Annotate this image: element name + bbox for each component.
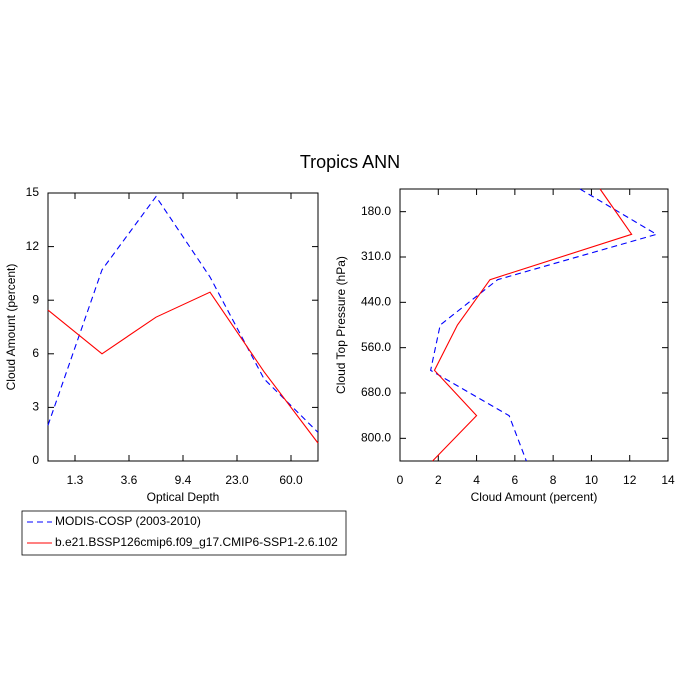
y-tick-label: 180.0	[361, 204, 391, 218]
y-tick-label: 9	[32, 292, 39, 306]
legend-label: MODIS-COSP (2003-2010)	[55, 514, 201, 528]
y-tick-label: 15	[26, 185, 40, 199]
series-line	[47, 291, 319, 444]
x-tick-label: 2	[435, 473, 442, 487]
plot-frame	[399, 188, 669, 462]
x-tick-label: 0	[397, 473, 404, 487]
chart-title: Tropics ANN	[300, 152, 400, 172]
x-axis-label: Cloud Amount (percent)	[471, 490, 598, 504]
x-tick-label: 4	[473, 473, 480, 487]
x-tick-label: 3.6	[121, 473, 138, 487]
y-axis-label: Cloud Amount (percent)	[4, 264, 18, 391]
x-tick-label: 6	[512, 473, 519, 487]
y-tick-label: 3	[32, 400, 39, 414]
plot-frame	[47, 192, 319, 462]
y-tick-label: 12	[26, 239, 40, 253]
y-tick-label: 0	[32, 453, 39, 467]
y-tick-label: 800.0	[361, 431, 391, 445]
y-tick-label: 310.0	[361, 249, 391, 263]
y-tick-label: 6	[32, 346, 39, 360]
x-tick-label: 10	[585, 473, 599, 487]
x-tick-label: 8	[550, 473, 557, 487]
y-axis-label: Cloud Top Pressure (hPa)	[334, 256, 348, 394]
x-axis-label: Optical Depth	[147, 490, 220, 504]
x-tick-label: 60.0	[279, 473, 303, 487]
x-tick-label: 14	[661, 473, 675, 487]
x-tick-label: 9.4	[175, 473, 192, 487]
x-tick-label: 1.3	[67, 473, 84, 487]
y-tick-label: 440.0	[361, 295, 391, 309]
legend-label: b.e21.BSSP126cmip6.f09_g17.CMIP6-SSP1-2.…	[55, 535, 338, 549]
x-tick-label: 12	[623, 473, 637, 487]
legend-box	[21, 510, 347, 556]
series-line	[47, 195, 319, 433]
y-tick-label: 560.0	[361, 340, 391, 354]
y-tick-label: 680.0	[361, 385, 391, 399]
x-tick-label: 23.0	[225, 473, 249, 487]
series-line	[430, 188, 658, 462]
series-line	[432, 188, 633, 462]
